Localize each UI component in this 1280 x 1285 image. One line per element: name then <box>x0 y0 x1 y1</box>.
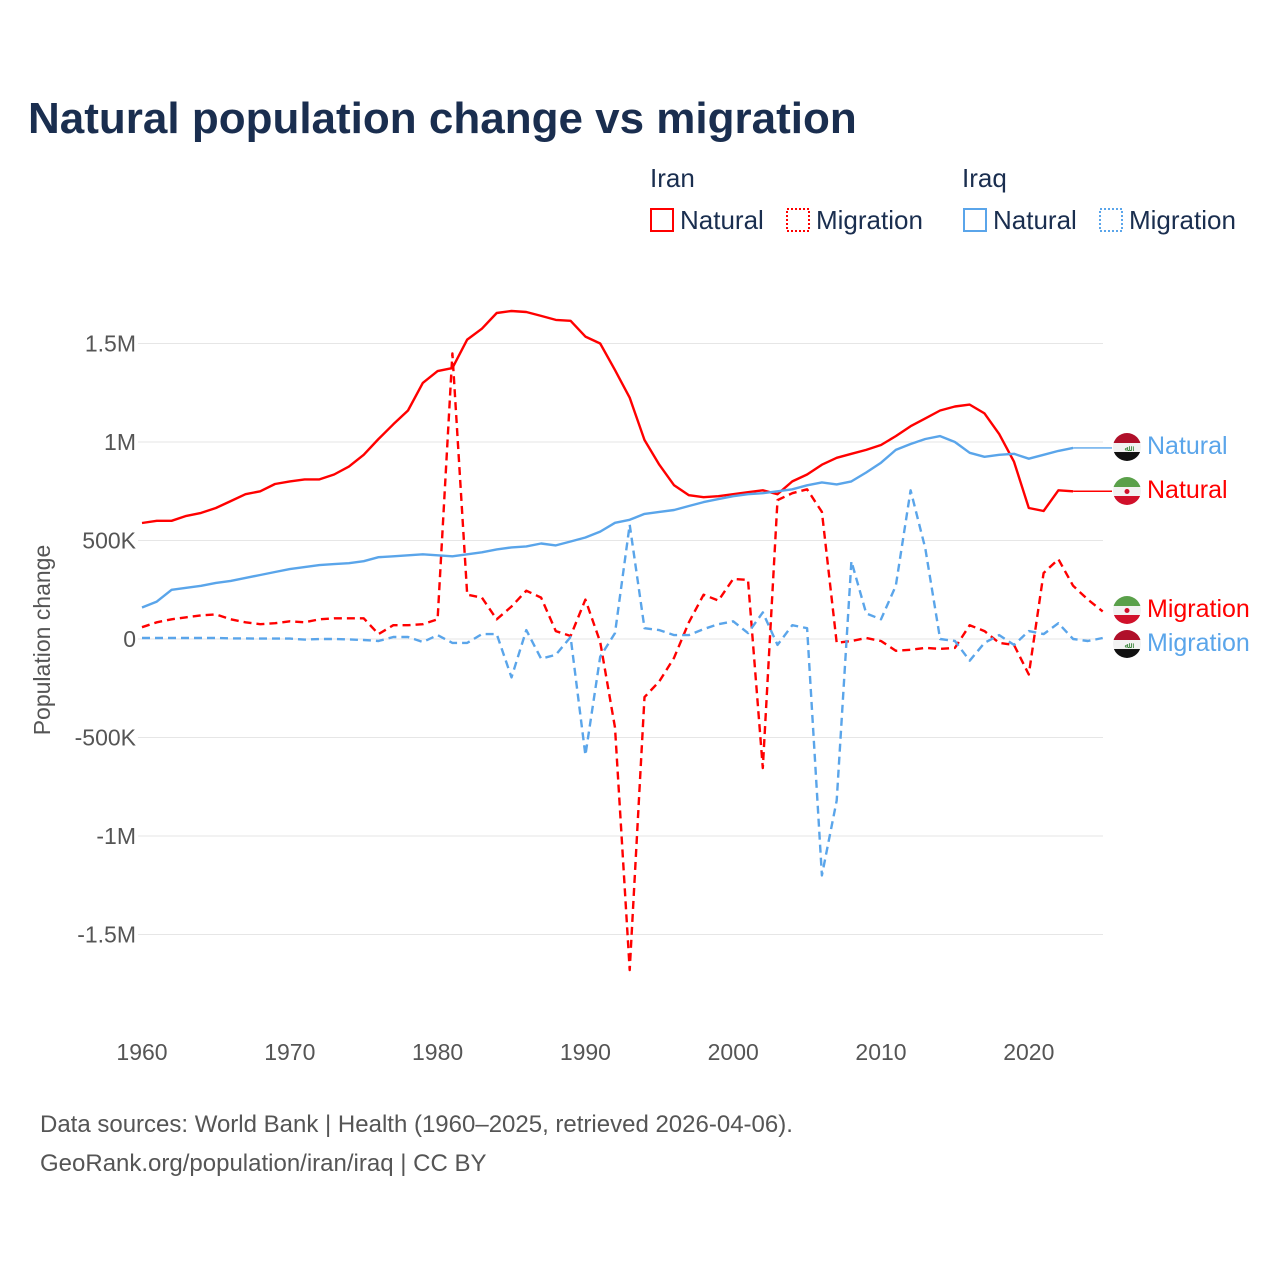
series-lines <box>141 309 1112 972</box>
x-tick-label: 1970 <box>264 1039 315 1065</box>
end-label-iraq-migration: Migration <box>1147 629 1250 657</box>
iraq-flag-icon <box>1113 630 1141 659</box>
iran-flag-icon <box>1113 596 1141 625</box>
legend-iraq-natural[interactable]: Natural <box>993 205 1077 235</box>
source-line-1: Data sources: World Bank | Health (1960–… <box>40 1111 793 1138</box>
series-line-iran-natural <box>141 309 1074 525</box>
legend-swatch-iran-migration <box>786 208 810 232</box>
iran-flag-icon <box>1113 477 1141 506</box>
legend-swatch-iraq-natural <box>963 208 987 232</box>
y-tick-label: 500K <box>82 528 136 554</box>
legend-swatch-iraq-migration <box>1099 208 1123 232</box>
x-tick-label: 2010 <box>855 1039 906 1065</box>
y-axis-label: Population change <box>29 545 55 736</box>
legend-iran-natural[interactable]: Natural <box>680 205 764 235</box>
iraq-flag-icon <box>1113 433 1141 462</box>
source-line-2[interactable]: GeoRank.org/population/iran/iraq | CC BY <box>40 1150 486 1177</box>
legend-iran-migration[interactable]: Migration <box>816 205 923 235</box>
y-tick-label: 1M <box>104 429 136 455</box>
chart-title: Natural population change vs migration <box>28 94 857 143</box>
series-line-iraq-migration <box>142 489 1103 877</box>
y-tick-label: -500K <box>75 725 137 751</box>
end-label-iran-natural: Natural <box>1147 476 1228 504</box>
legend-iraq-migration[interactable]: Migration <box>1129 205 1236 235</box>
x-tick-label: 1980 <box>412 1039 463 1065</box>
x-tick-label: 2020 <box>1003 1039 1054 1065</box>
x-tick-label: 1960 <box>116 1039 167 1065</box>
y-tick-label: 0 <box>123 626 136 652</box>
x-tick-label: 2000 <box>708 1039 759 1065</box>
gridlines <box>138 343 1103 935</box>
x-tick-label: 1990 <box>560 1039 611 1065</box>
series-line-iraq-natural <box>141 434 1074 609</box>
legend-swatch-iran-natural <box>650 208 674 232</box>
end-label-iran-migration: Migration <box>1147 595 1250 623</box>
x-axis: 1960 1970 1980 1990 2000 2010 2020 <box>116 1039 1054 1065</box>
end-label-iraq-natural: Natural <box>1147 432 1228 460</box>
y-tick-label: 1.5M <box>85 331 136 357</box>
y-axis: 1.5M 1M 500K 0 -500K -1M -1.5M <box>75 331 137 948</box>
legend: Iran Natural Migration Iraq Natural Migr… <box>650 163 1236 235</box>
series-line-iran-migration <box>141 352 1104 972</box>
legend-group-iran: Iran <box>650 163 695 193</box>
y-tick-label: -1.5M <box>77 922 136 948</box>
y-tick-label: -1M <box>96 823 136 849</box>
end-labels: Natural Natural Migration Migration <box>1113 432 1250 659</box>
legend-group-iraq: Iraq <box>962 163 1007 193</box>
